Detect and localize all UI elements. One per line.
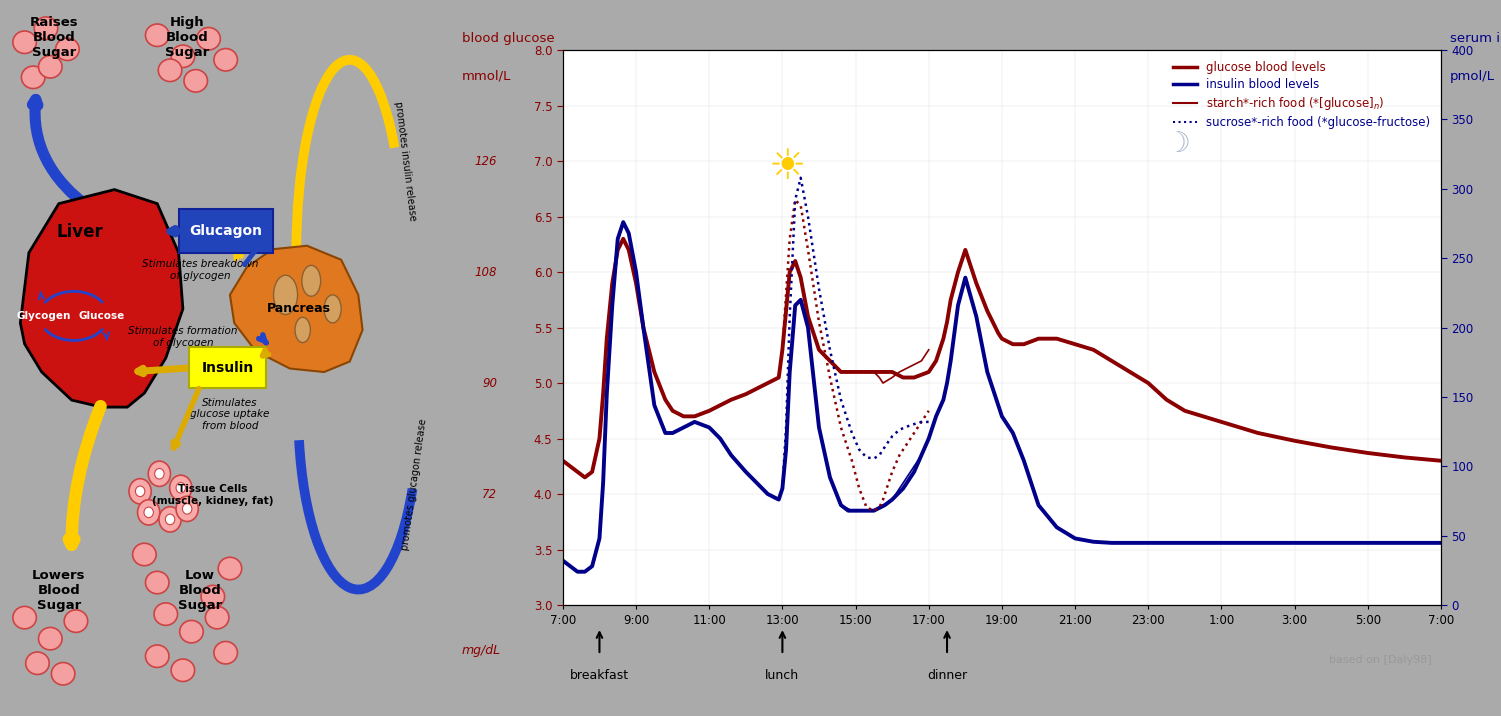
Text: Glucose: Glucose bbox=[78, 311, 125, 321]
Text: based on [Daly98]: based on [Daly98] bbox=[1330, 655, 1432, 665]
Text: Liver: Liver bbox=[57, 223, 104, 241]
Text: pmol/L: pmol/L bbox=[1450, 69, 1495, 82]
Ellipse shape bbox=[155, 603, 177, 625]
Ellipse shape bbox=[39, 56, 62, 78]
Ellipse shape bbox=[180, 621, 203, 643]
Ellipse shape bbox=[185, 69, 207, 92]
Ellipse shape bbox=[138, 500, 159, 525]
Ellipse shape bbox=[158, 59, 182, 82]
Text: Tissue Cells
(muscle, kidney, fat): Tissue Cells (muscle, kidney, fat) bbox=[152, 484, 273, 505]
Text: Glucagon: Glucagon bbox=[189, 224, 263, 238]
Ellipse shape bbox=[14, 31, 36, 54]
Text: Low
Blood
Sugar: Low Blood Sugar bbox=[179, 569, 222, 611]
Text: ☀: ☀ bbox=[769, 145, 806, 188]
Text: breakfast: breakfast bbox=[570, 669, 629, 682]
Circle shape bbox=[296, 317, 311, 342]
Ellipse shape bbox=[132, 543, 156, 566]
Ellipse shape bbox=[56, 38, 80, 60]
Polygon shape bbox=[230, 246, 363, 372]
Ellipse shape bbox=[146, 645, 170, 667]
Ellipse shape bbox=[176, 496, 198, 521]
Ellipse shape bbox=[170, 475, 192, 500]
Ellipse shape bbox=[159, 507, 182, 532]
Text: Stimulates breakdown
of glycogen: Stimulates breakdown of glycogen bbox=[141, 259, 258, 281]
Text: 72: 72 bbox=[482, 488, 497, 500]
Text: Stimulates formation
of glycogen: Stimulates formation of glycogen bbox=[128, 326, 237, 348]
Text: mg/dL: mg/dL bbox=[462, 644, 501, 657]
Ellipse shape bbox=[135, 486, 144, 497]
Text: Raises
Blood
Sugar: Raises Blood Sugar bbox=[30, 16, 80, 59]
Ellipse shape bbox=[176, 483, 186, 493]
Ellipse shape bbox=[201, 586, 225, 608]
Ellipse shape bbox=[155, 468, 164, 479]
Ellipse shape bbox=[171, 45, 195, 67]
FancyBboxPatch shape bbox=[189, 347, 266, 388]
Text: blood glucose: blood glucose bbox=[462, 32, 554, 44]
Ellipse shape bbox=[215, 642, 237, 664]
Text: Pancreas: Pancreas bbox=[266, 302, 330, 315]
Text: High
Blood
Sugar: High Blood Sugar bbox=[165, 16, 209, 59]
Ellipse shape bbox=[171, 659, 195, 682]
Ellipse shape bbox=[65, 610, 87, 632]
Ellipse shape bbox=[206, 606, 228, 629]
Text: 90: 90 bbox=[482, 377, 497, 390]
Legend: glucose blood levels, insulin blood levels, starch*-rich food (*[glucose]$_n$), : glucose blood levels, insulin blood leve… bbox=[1168, 56, 1435, 134]
Ellipse shape bbox=[215, 49, 237, 71]
Ellipse shape bbox=[26, 652, 50, 674]
Text: Stimulates
glucose uptake
from blood: Stimulates glucose uptake from blood bbox=[191, 397, 270, 431]
Ellipse shape bbox=[129, 479, 152, 504]
Ellipse shape bbox=[197, 27, 221, 50]
Text: serum insulin: serum insulin bbox=[1450, 32, 1501, 44]
Ellipse shape bbox=[144, 507, 153, 518]
Ellipse shape bbox=[146, 24, 170, 47]
Text: 126: 126 bbox=[474, 155, 497, 168]
Ellipse shape bbox=[183, 503, 192, 514]
Polygon shape bbox=[21, 190, 183, 407]
Ellipse shape bbox=[39, 627, 62, 650]
Text: mmol/L: mmol/L bbox=[462, 69, 512, 82]
Ellipse shape bbox=[146, 571, 170, 594]
Circle shape bbox=[273, 275, 297, 314]
Circle shape bbox=[302, 266, 321, 296]
Text: dinner: dinner bbox=[928, 669, 967, 682]
Text: promotes glucagon release: promotes glucagon release bbox=[399, 418, 428, 551]
Ellipse shape bbox=[149, 461, 171, 486]
Ellipse shape bbox=[165, 514, 174, 525]
Circle shape bbox=[324, 295, 341, 323]
Text: Lowers
Blood
Sugar: Lowers Blood Sugar bbox=[32, 569, 86, 611]
Text: Glycogen: Glycogen bbox=[17, 311, 71, 321]
Ellipse shape bbox=[218, 557, 242, 580]
Ellipse shape bbox=[51, 662, 75, 685]
Text: promotes insulin release: promotes insulin release bbox=[393, 101, 417, 222]
Text: 108: 108 bbox=[474, 266, 497, 279]
Ellipse shape bbox=[35, 17, 57, 39]
Ellipse shape bbox=[14, 606, 36, 629]
Text: lunch: lunch bbox=[766, 669, 800, 682]
Text: Insulin: Insulin bbox=[201, 361, 254, 374]
FancyBboxPatch shape bbox=[179, 209, 273, 253]
Ellipse shape bbox=[21, 66, 45, 89]
Text: ☽: ☽ bbox=[1165, 130, 1190, 158]
